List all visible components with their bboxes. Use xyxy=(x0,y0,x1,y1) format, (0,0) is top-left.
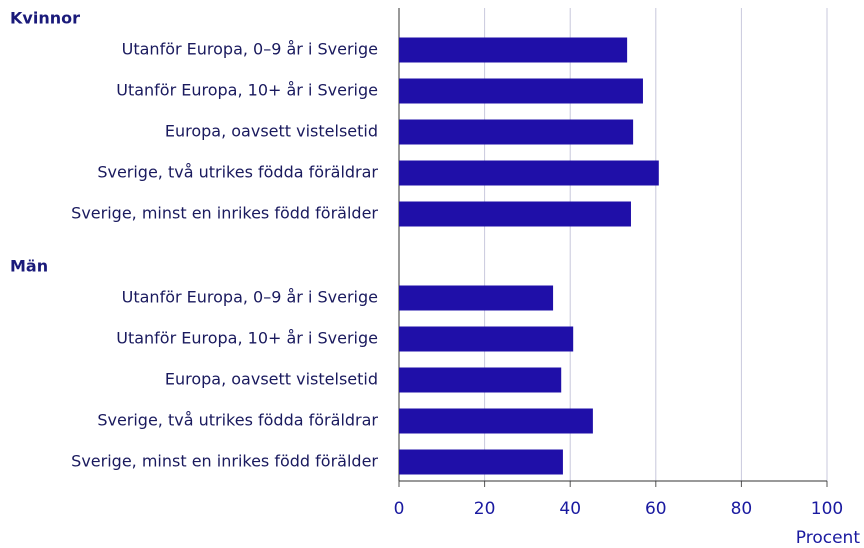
y-tick-label: Utanför Europa, 0–9 år i Sverige xyxy=(122,288,378,307)
y-tick-label: Utanför Europa, 0–9 år i Sverige xyxy=(122,40,378,59)
bar xyxy=(399,160,659,186)
x-tick-label: 80 xyxy=(731,499,753,519)
x-axis-label: Procent xyxy=(796,528,861,548)
y-tick-label: Utanför Europa, 10+ år i Sverige xyxy=(116,329,378,348)
bar xyxy=(399,201,631,227)
y-tick-label: Europa, oavsett vistelsetid xyxy=(165,370,378,389)
y-tick-label: Europa, oavsett vistelsetid xyxy=(165,122,378,141)
y-tick-label: Sverige, minst en inrikes född förälder xyxy=(71,204,378,223)
bar xyxy=(399,408,593,434)
x-tick-label: 40 xyxy=(559,499,581,519)
bar xyxy=(399,119,634,145)
y-tick-label: Utanför Europa, 10+ år i Sverige xyxy=(116,81,378,100)
bar xyxy=(399,78,643,104)
x-tick-label: 20 xyxy=(474,499,496,519)
x-tick-label: 100 xyxy=(811,499,843,519)
bar xyxy=(399,285,554,311)
group-header: Kvinnor xyxy=(10,9,80,28)
bar xyxy=(399,37,628,63)
bar xyxy=(399,326,574,352)
x-tick-label: 60 xyxy=(645,499,667,519)
bar xyxy=(399,367,562,393)
bar xyxy=(399,449,563,475)
y-tick-label: Sverige, två utrikes födda föräldrar xyxy=(97,411,378,430)
y-tick-label: Sverige, två utrikes födda föräldrar xyxy=(97,163,378,182)
x-tick-label: 0 xyxy=(394,499,405,519)
group-header: Män xyxy=(10,257,48,276)
y-tick-label: Sverige, minst en inrikes född förälder xyxy=(71,452,378,471)
